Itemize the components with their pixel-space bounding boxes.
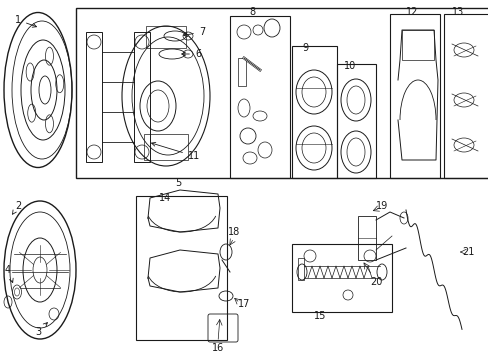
Bar <box>76 8 488 178</box>
Text: 5: 5 <box>175 178 181 188</box>
Bar <box>134 32 150 162</box>
Bar <box>443 14 488 178</box>
Text: 4: 4 <box>5 265 13 283</box>
Bar <box>297 258 304 280</box>
Text: 6: 6 <box>182 49 201 59</box>
Text: 20: 20 <box>369 277 382 287</box>
Bar <box>238 58 245 86</box>
Text: 7: 7 <box>183 27 204 37</box>
Bar <box>336 64 375 178</box>
Bar <box>86 32 102 162</box>
Bar <box>389 14 439 178</box>
Bar <box>143 134 187 160</box>
Text: 1: 1 <box>15 15 37 27</box>
Text: 21: 21 <box>461 247 473 257</box>
Text: 19: 19 <box>375 201 387 211</box>
Text: 2: 2 <box>13 201 21 214</box>
Bar <box>291 46 336 178</box>
Text: 8: 8 <box>248 7 255 17</box>
Text: 13: 13 <box>451 7 463 17</box>
Bar <box>146 26 185 48</box>
Bar <box>357 216 375 260</box>
Text: 9: 9 <box>301 43 307 53</box>
Bar <box>401 30 433 60</box>
Bar <box>136 196 226 340</box>
Text: 10: 10 <box>343 61 355 71</box>
Text: 18: 18 <box>227 227 240 237</box>
Text: 3: 3 <box>35 323 47 337</box>
Bar <box>229 16 289 178</box>
Text: 11: 11 <box>151 142 200 161</box>
Bar <box>291 244 391 312</box>
Text: 17: 17 <box>237 299 250 309</box>
Text: 14: 14 <box>159 193 171 203</box>
Text: 12: 12 <box>405 7 417 17</box>
Text: 15: 15 <box>313 311 325 321</box>
Text: 16: 16 <box>211 343 224 353</box>
